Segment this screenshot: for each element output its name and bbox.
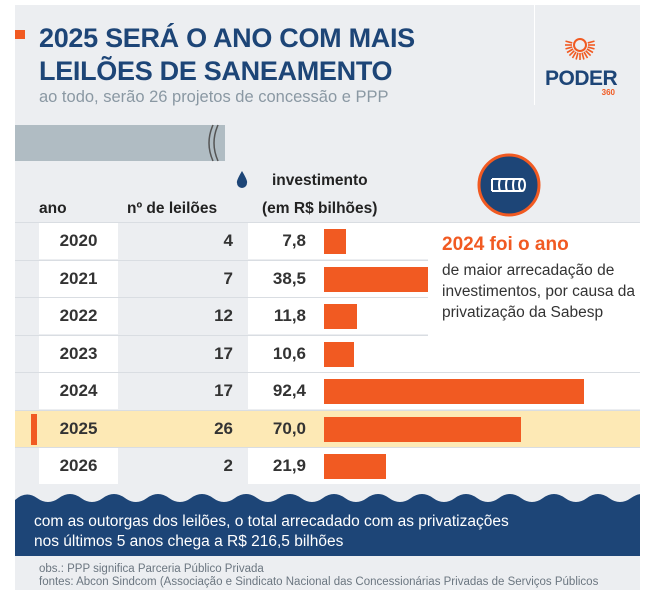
title-line-2: LEILÕES DE SANEAMENTO xyxy=(39,56,393,86)
header-invest-1: investimento xyxy=(272,172,368,189)
count-cell: 7 xyxy=(223,268,233,288)
value-label: 21,9 xyxy=(272,456,306,475)
invest-cell: 70,0 xyxy=(248,410,640,447)
year-cell: 2025 xyxy=(39,410,118,447)
footer-line-2: nos últimos 5 anos chega a R$ 216,5 bilh… xyxy=(34,533,344,550)
bar xyxy=(324,454,386,479)
value-label: 38,5 xyxy=(272,268,306,288)
invest-cell: 21,9 xyxy=(248,448,640,484)
footer-banner: com as outorgas dos leilões, o total arr… xyxy=(15,510,640,556)
logo-number: 360 xyxy=(601,88,615,97)
bar xyxy=(324,266,433,292)
bar xyxy=(324,229,346,254)
value-label: 70,0 xyxy=(272,418,306,438)
title-marker xyxy=(15,30,25,39)
year-cell: 2022 xyxy=(39,298,118,334)
bar xyxy=(324,341,354,367)
wave-decoration xyxy=(15,494,640,512)
count-cell: 26 xyxy=(214,418,233,438)
water-drop-icon xyxy=(236,171,248,188)
callout-box: 2024 foi o ano de maior arrecadação de i… xyxy=(428,228,640,346)
count-cell: 17 xyxy=(214,381,233,400)
subtitle: ao todo, serão 26 projetos de concessão … xyxy=(39,88,389,106)
header-count: nº de leilões xyxy=(127,200,218,217)
note-obs: obs.: PPP significa Parceria Público Pri… xyxy=(39,563,264,575)
table-row: 2024 17 92,4 xyxy=(15,372,640,409)
count-cell: 17 xyxy=(214,343,233,363)
highlight-marker xyxy=(31,413,37,445)
page-title: 2025 SERÁ O ANO COM MAIS LEILÕES DE SANEA… xyxy=(39,22,415,88)
logo-text: PODER xyxy=(545,67,618,90)
callout-heading: 2024 foi o ano xyxy=(442,234,569,255)
count-cell: 12 xyxy=(214,306,233,325)
header-year: ano xyxy=(39,200,67,217)
pipe-badge-icon xyxy=(477,153,541,217)
notes: obs.: PPP significa Parceria Público Pri… xyxy=(39,563,598,589)
value-label: 7,8 xyxy=(282,231,306,250)
bar xyxy=(324,416,521,442)
note-sources: fontes: Abcon Sindcom (Associação e Sind… xyxy=(39,576,599,588)
count-cell: 4 xyxy=(223,231,233,250)
bar xyxy=(324,379,584,404)
callout-body: de maior arrecadação de investimentos, p… xyxy=(442,262,635,321)
title-line-1: 2025 SERÁ O ANO COM MAIS xyxy=(39,23,415,53)
logo: 0 PODER 360 xyxy=(545,28,618,97)
footer-text: com as outorgas dos leilões, o total arr… xyxy=(34,512,509,552)
value-label: 11,8 xyxy=(273,306,306,325)
value-label: 10,6 xyxy=(272,343,306,363)
year-cell: 2024 xyxy=(39,373,118,409)
header-invest-2: (em R$ bilhões) xyxy=(262,200,378,217)
year-cell: 2020 xyxy=(39,223,118,259)
value-label: 92,4 xyxy=(272,381,306,400)
bar xyxy=(324,304,358,329)
invest-cell: 92,4 xyxy=(248,373,640,409)
footer-line-1: com as outorgas dos leilões, o total arr… xyxy=(34,513,509,530)
table-row: 2025 26 70,0 xyxy=(15,409,640,447)
table-row: 2026 2 21,9 xyxy=(15,447,640,484)
divider xyxy=(534,5,535,105)
year-cell: 2023 xyxy=(39,335,118,372)
year-cell: 2026 xyxy=(39,448,118,484)
year-cell: 2021 xyxy=(39,260,118,297)
count-cell: 2 xyxy=(223,456,233,475)
pipe-icon xyxy=(15,124,225,162)
sun-logo-icon: 0 xyxy=(565,38,595,60)
